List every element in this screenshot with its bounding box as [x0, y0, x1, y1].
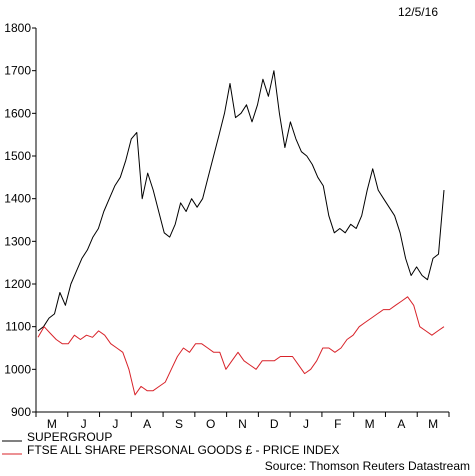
x-tick-label: M: [428, 417, 438, 431]
y-tick-label: 1700: [4, 64, 31, 78]
series-line-ftse-personal-goods: [37, 296, 445, 396]
x-tick-label: M: [47, 417, 57, 431]
chart-source: Source: Thomson Reuters Datastream: [265, 459, 470, 473]
y-tick-label: 1400: [4, 192, 31, 206]
y-tick-label: 1600: [4, 106, 31, 120]
y-tick-label: 1100: [5, 320, 31, 334]
x-tick-label: A: [143, 417, 151, 431]
x-tick-label: A: [397, 417, 405, 431]
x-tick-label: O: [206, 417, 215, 431]
y-tick-label: 1300: [4, 234, 31, 248]
y-tick-label: 1800: [4, 21, 31, 35]
x-tick-label: J: [112, 417, 118, 431]
legend-label-supergroup: SUPERGROUP: [27, 430, 112, 444]
x-tick-label: D: [270, 417, 279, 431]
y-tick-label: 1200: [4, 277, 31, 291]
x-tick-label: S: [175, 417, 183, 431]
y-tick-label: 1000: [4, 362, 31, 376]
chart-date: 12/5/16: [398, 5, 438, 19]
y-axis-ticks: 900 1000 1100 1200 1300 1400 1500 1600 1700 1800: [4, 21, 36, 419]
x-tick-label: F: [334, 417, 341, 431]
x-tick-label: M: [365, 417, 375, 431]
x-tick-label: N: [238, 417, 247, 431]
legend-label-ftse: FTSE ALL SHARE PERSONAL GOODS £ - PRICE …: [27, 443, 340, 457]
x-tick-label: J: [81, 417, 87, 431]
series-line-supergroup: [37, 70, 445, 332]
legend: SUPERGROUP FTSE ALL SHARE PERSONAL GOODS…: [2, 430, 340, 457]
x-tick-label: J: [303, 417, 309, 431]
y-tick-label: 1500: [4, 149, 31, 163]
y-tick-label: 900: [11, 405, 31, 419]
series-lines: [37, 70, 445, 396]
